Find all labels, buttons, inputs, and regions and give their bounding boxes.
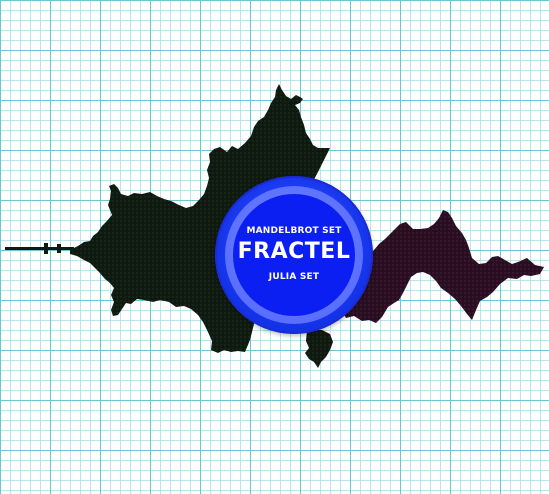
fractel-logo-button[interactable]: MANDELBROT SET FRACTEL JULIA SET: [215, 176, 373, 334]
mandelbrot-set-label: MANDELBROT SET: [246, 226, 342, 236]
mandelbrot-tail: [5, 243, 74, 254]
julia-set-label: JULIA SET: [268, 272, 320, 282]
logo-inner-disc: [233, 194, 355, 316]
app-title: FRACTEL: [237, 239, 351, 264]
julia-set-shape: [342, 210, 544, 323]
